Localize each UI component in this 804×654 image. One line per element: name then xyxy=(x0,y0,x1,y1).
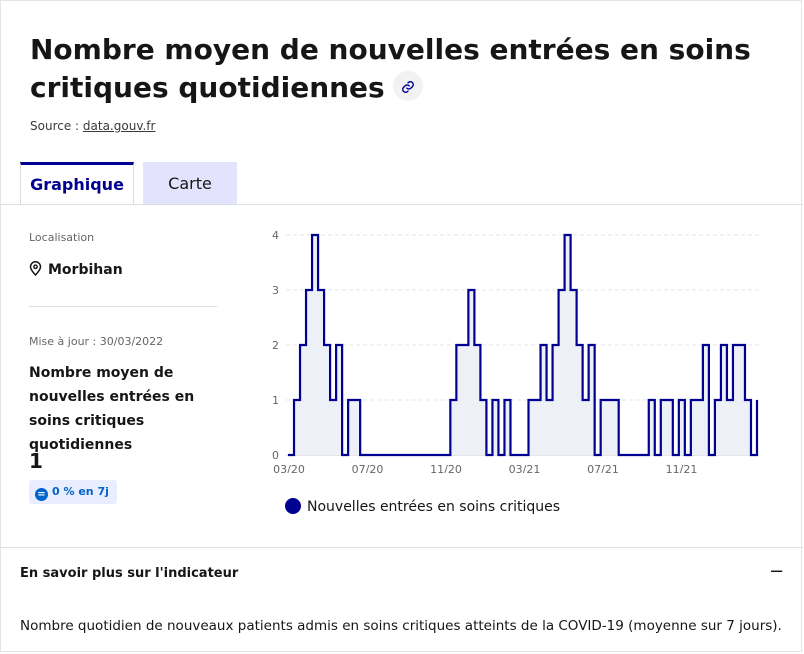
tab-graphique[interactable]: Graphique xyxy=(20,162,134,205)
x-tick-label: 03/20 xyxy=(273,463,305,473)
page-title-text: Nombre moyen de nouvelles entrées en soi… xyxy=(30,33,751,104)
copy-link-button[interactable] xyxy=(392,71,423,101)
details-separator xyxy=(29,306,217,307)
update-date: Mise à jour : 30/03/2022 xyxy=(29,335,164,348)
trend-text: 0 % en 7j xyxy=(52,485,109,498)
tab-divider xyxy=(1,204,803,205)
accordion-divider xyxy=(1,547,803,548)
tab-carte[interactable]: Carte xyxy=(143,162,237,204)
link-icon xyxy=(401,81,414,93)
series-line xyxy=(288,233,759,457)
x-tick-label: 11/20 xyxy=(430,463,462,473)
legend-marker xyxy=(285,498,301,514)
trend-badge: = 0 % en 7j xyxy=(29,480,117,504)
source-label: Source : xyxy=(30,119,80,133)
y-tick-label: 0 xyxy=(272,449,279,462)
x-tick-label: 07/21 xyxy=(587,463,619,473)
chart-legend: Nouvelles entrées en soins critiques xyxy=(285,498,560,515)
location-value: Morbihan xyxy=(29,261,123,278)
x-tick-label: 11/21 xyxy=(666,463,698,473)
line-chart: 0 1 2 3 4 03/20 07/20 11/20 03/21 07/21 11/21 xyxy=(272,229,759,473)
source-line: Source : data.gouv.fr xyxy=(30,119,155,133)
location-label: Localisation xyxy=(29,231,95,244)
source-link[interactable]: data.gouv.fr xyxy=(82,119,156,133)
y-tick-label: 4 xyxy=(272,229,279,242)
location-text: Morbihan xyxy=(48,262,123,278)
map-pin-icon xyxy=(29,261,42,277)
equal-icon: = xyxy=(35,488,48,501)
series-area xyxy=(288,235,757,455)
current-value: 1 xyxy=(29,449,43,473)
accordion-toggle[interactable]: − xyxy=(769,561,785,582)
legend-label: Nouvelles entrées en soins critiques xyxy=(307,499,561,515)
x-tick-label: 03/21 xyxy=(509,463,541,473)
indicator-name: Nombre moyen de nouvelles entrées en soi… xyxy=(29,365,195,453)
y-tick-label: 3 xyxy=(272,284,279,297)
y-tick-label: 1 xyxy=(272,394,279,407)
accordion-title[interactable]: En savoir plus sur l'indicateur xyxy=(20,566,239,581)
x-tick-label: 07/20 xyxy=(352,463,384,473)
page-title: Nombre moyen de nouvelles entrées en soi… xyxy=(30,31,790,107)
indicator-description: Nombre quotidien de nouveaux patients ad… xyxy=(20,618,782,634)
y-tick-label: 2 xyxy=(272,339,279,352)
